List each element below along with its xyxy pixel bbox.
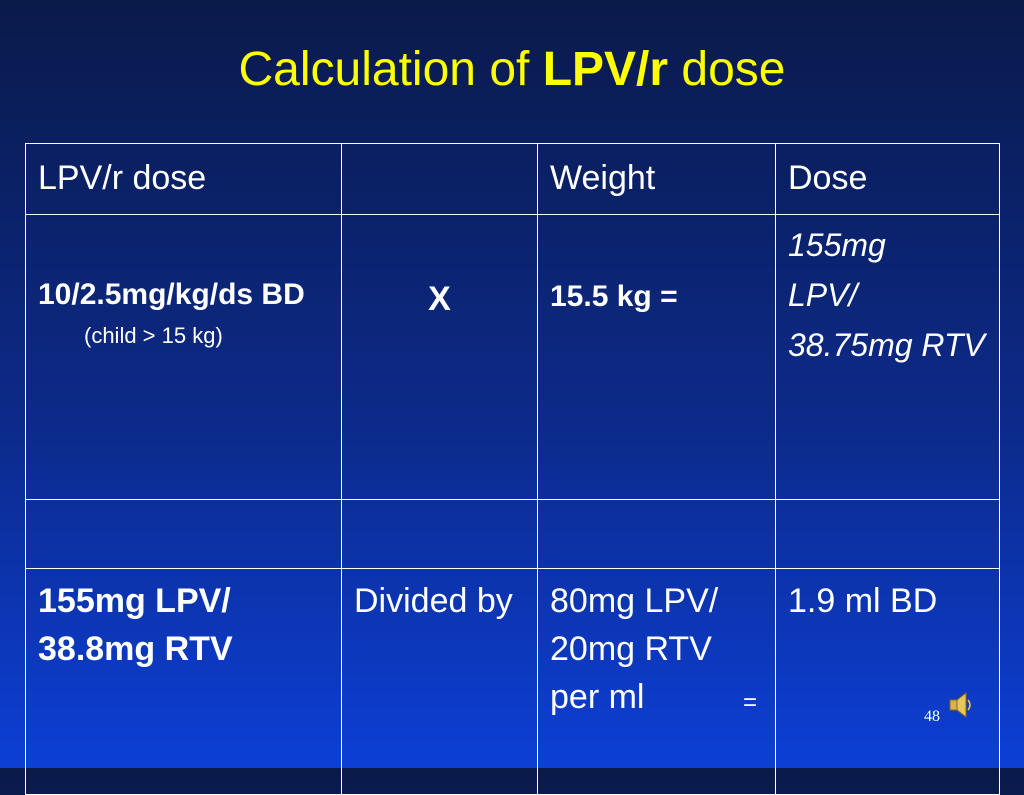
slide-number: 48 bbox=[924, 708, 940, 725]
header-cell: Weight bbox=[537, 143, 776, 215]
speaker-icon[interactable] bbox=[948, 690, 974, 720]
slide-title: Calculation of LPV/r dose bbox=[0, 40, 1024, 100]
total-dose-cell: 155mg LPV/ 38.8mg RTV bbox=[25, 568, 342, 795]
header-cell bbox=[341, 143, 538, 215]
dose-line: 155mg bbox=[788, 227, 886, 263]
title-suffix: dose bbox=[668, 43, 786, 96]
weight-value: 15.5 kg = bbox=[537, 214, 776, 500]
empty-cell bbox=[775, 499, 1000, 569]
empty-cell bbox=[341, 499, 538, 569]
concentration-cell: 80mg LPV/ 20mg RTV per ml = bbox=[537, 568, 776, 795]
multiply-operator: X bbox=[341, 214, 538, 500]
dose-line: LPV/ bbox=[788, 277, 858, 313]
table-header-row: LPV/r dose Weight Dose bbox=[25, 143, 1000, 215]
empty-cell bbox=[537, 499, 776, 569]
title-bold: LPV/r bbox=[542, 43, 669, 96]
table-row: 155mg LPV/ 38.8mg RTV Divided by 80mg LP… bbox=[25, 568, 1000, 795]
concentration-text: 80mg LPV/ 20mg RTV per ml bbox=[550, 582, 719, 716]
table-row bbox=[25, 499, 1000, 569]
dose-table: LPV/r dose Weight Dose 10/2.5mg/kg/ds BD… bbox=[25, 143, 1000, 795]
header-cell: LPV/r dose bbox=[25, 143, 342, 215]
dose-line: 38.75mg RTV bbox=[788, 327, 985, 363]
volume-result-cell: 1.9 ml BD bbox=[775, 568, 1000, 795]
table-row: 10/2.5mg/kg/ds BD (child > 15 kg) X 15.5… bbox=[25, 214, 1000, 500]
header-cell: Dose bbox=[775, 143, 1000, 215]
equals-sign: = bbox=[742, 689, 757, 716]
empty-cell bbox=[25, 499, 342, 569]
divided-by-cell: Divided by bbox=[341, 568, 538, 795]
title-prefix: Calculation of bbox=[238, 43, 543, 96]
dose-formula-note: (child > 15 kg) bbox=[84, 323, 223, 348]
dose-result-cell: 155mg LPV/ 38.75mg RTV bbox=[775, 214, 1000, 500]
dose-formula-cell: 10/2.5mg/kg/ds BD (child > 15 kg) bbox=[25, 214, 342, 500]
dose-formula: 10/2.5mg/kg/ds BD bbox=[38, 278, 305, 311]
